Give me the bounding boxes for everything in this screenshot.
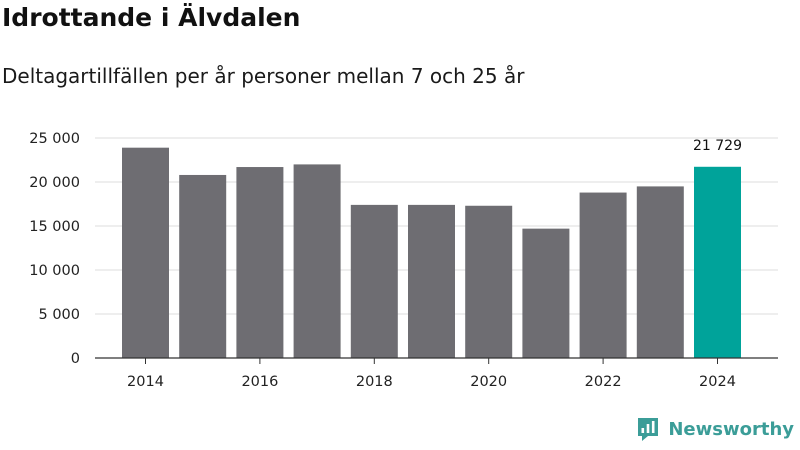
x-tick-label: 2016	[241, 374, 278, 390]
bar-2024	[694, 166, 741, 358]
x-tick-label: 2022	[585, 374, 622, 390]
bar-2020	[465, 205, 513, 358]
bar-2022	[579, 192, 627, 358]
bar-2016	[236, 167, 284, 358]
y-tick-label: 20 000	[29, 175, 80, 191]
bar-2017	[293, 164, 341, 358]
y-tick-label: 10 000	[29, 263, 80, 279]
data-label: 21 729	[693, 138, 742, 154]
y-tick-label: 15 000	[29, 219, 80, 235]
y-tick-label: 0	[71, 351, 80, 367]
bar-2014	[122, 147, 169, 358]
bar-2021	[522, 228, 570, 358]
bar-2015	[179, 174, 227, 358]
y-tick-label: 25 000	[29, 131, 80, 147]
chart-title: Idrottande i Älvdalen	[2, 3, 301, 32]
newsworthy-logo-icon	[638, 418, 659, 441]
bar-2019	[408, 204, 455, 358]
chart-subtitle: Deltagartillfällen per år personer mella…	[2, 64, 525, 88]
x-tick-label: 2020	[470, 374, 507, 390]
bar-2023	[636, 186, 684, 358]
brand-name: Newsworthy	[668, 418, 794, 440]
y-tick-label: 5 000	[38, 307, 80, 323]
bar-2018	[350, 204, 398, 358]
x-tick-label: 2014	[127, 374, 164, 390]
x-tick-label: 2024	[699, 374, 736, 390]
brand-logo: Newsworthy	[636, 416, 794, 442]
x-tick-label: 2018	[356, 374, 393, 390]
